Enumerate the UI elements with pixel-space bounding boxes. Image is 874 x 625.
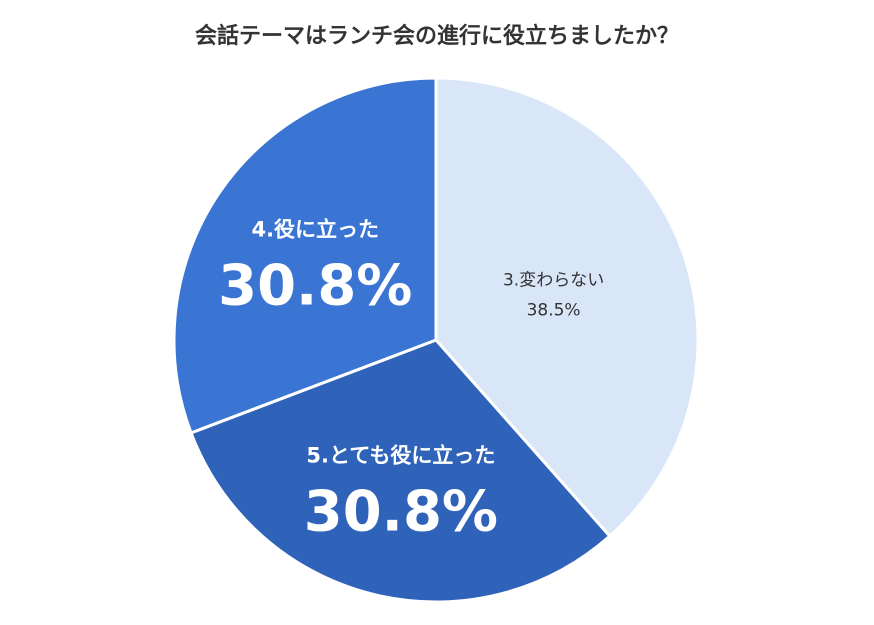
pie-slice-2 <box>189 338 612 604</box>
slice-value-1: 38.5% <box>527 300 581 320</box>
chart-title: 会話テーマはランチ会の進行に役立ちましたか？ <box>194 24 679 49</box>
slice-label-3: 4.役に立った <box>251 218 379 242</box>
pie-slice-3 <box>172 76 438 435</box>
slice-label-2: 5.とても役に立った <box>306 443 495 467</box>
pie-slices <box>172 76 700 604</box>
slice-label-1: 3.変わらない <box>503 270 604 290</box>
pie-labels: 3.変わらない 38.5% 5.とても役に立った 30.8% 4.役に立った 30.8% <box>218 218 604 545</box>
slice-value-3: 30.8% <box>218 254 412 319</box>
slice-value-2: 30.8% <box>304 479 498 544</box>
pie-slice-1 <box>434 76 700 539</box>
